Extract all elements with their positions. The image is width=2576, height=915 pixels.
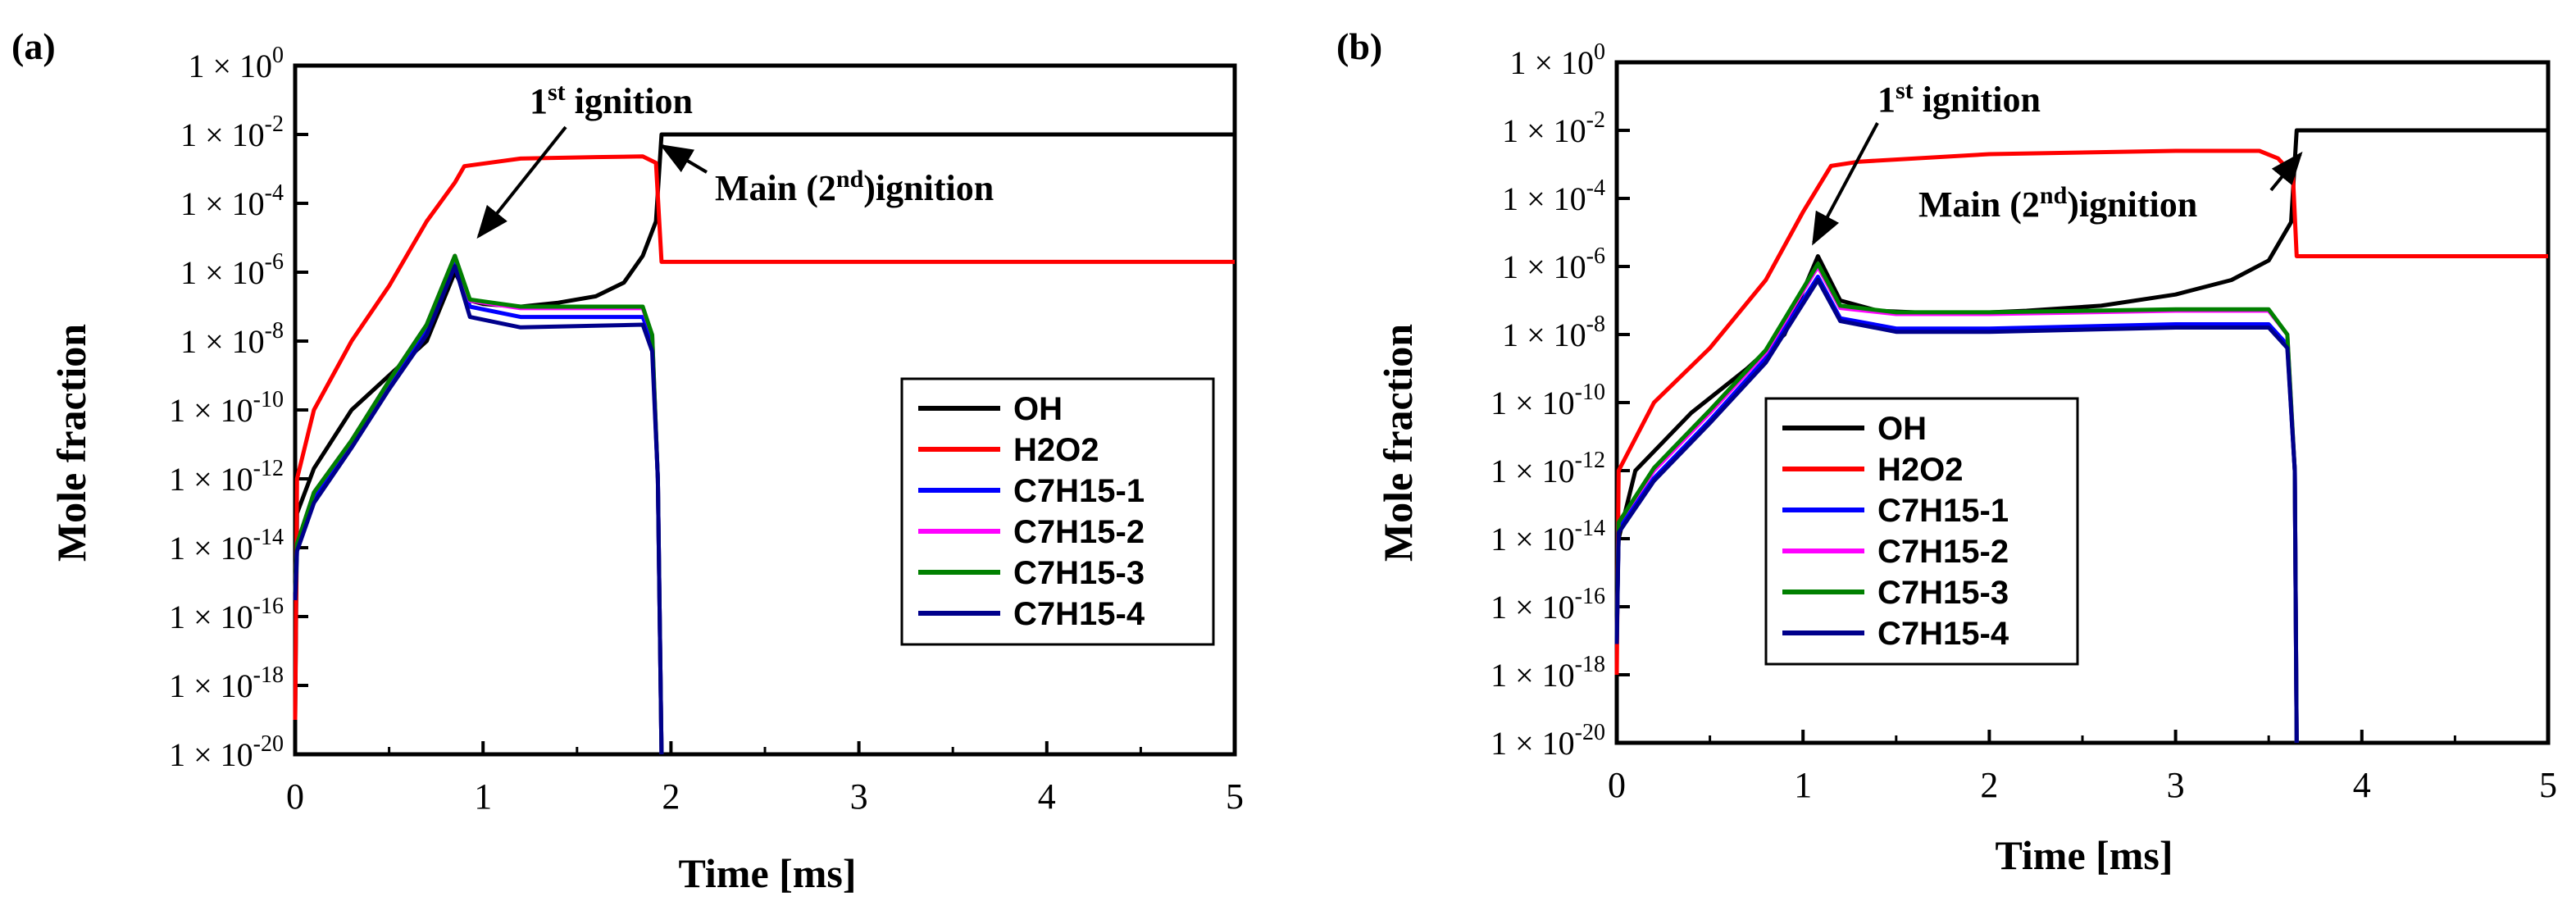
y-tick-label: 1 × 10-12 <box>1491 448 1605 489</box>
legend-label-c7h15-3: C7H15-3 <box>1877 575 2009 611</box>
y-tick-label: 1 × 10-12 <box>169 456 284 498</box>
legend-label-h2o2: H2O2 <box>1877 452 1964 488</box>
y-tick-label: 1 × 10-10 <box>1491 380 1605 421</box>
panel-b-first-ignition-annotation: 1st ignition <box>1877 77 2041 120</box>
panel-b: (b) Mole fraction Time [ms] 1 × 10-201 ×… <box>1336 25 2557 878</box>
legend-label-oh: OH <box>1013 391 1063 427</box>
y-tick-label: 1 × 10-8 <box>180 318 284 360</box>
panel-b-ylabel: Mole fraction <box>1375 324 1421 562</box>
x-tick-label: 2 <box>1980 765 1998 805</box>
panel-a-x-tick-labels: 0 1 2 3 4 5 <box>286 776 1244 817</box>
y-tick-label: 1 × 10-2 <box>180 112 284 153</box>
y-tick-label: 1 × 10-16 <box>169 594 284 635</box>
legend-label-c7h15-1: C7H15-1 <box>1013 473 1145 509</box>
legend-label-oh: OH <box>1877 411 1927 447</box>
panel-b-y-tick-labels: 1 × 10-20 1 × 10-18 1 × 10-16 1 × 10-14 1 × … <box>1491 39 1605 762</box>
y-tick-label: 1 × 10-6 <box>1502 244 1605 285</box>
panel-a-axes <box>293 63 1237 757</box>
y-tick-label: 1 × 10-10 <box>169 387 284 429</box>
legend-label-c7h15-4: C7H15-4 <box>1013 596 1145 632</box>
panel-b-series <box>1614 128 2548 744</box>
x-tick-label: 0 <box>1608 765 1626 805</box>
y-tick-label: 1 × 10-14 <box>169 525 284 567</box>
series-line-h2o2 <box>1614 148 2548 676</box>
y-tick-label: 1 × 10-2 <box>1502 107 1605 149</box>
x-tick-label: 0 <box>286 776 304 817</box>
panel-a-first-ignition-annotation: 1st ignition <box>530 79 693 121</box>
x-tick-label: 2 <box>662 776 680 817</box>
x-tick-label: 4 <box>1038 776 1056 817</box>
panel-b-x-tick-labels: 0 1 2 3 4 5 <box>1608 765 2557 805</box>
y-tick-label: 1 × 10-20 <box>1491 720 1605 762</box>
panel-a-series <box>293 132 1235 755</box>
legend-box <box>1764 397 2079 666</box>
panel-a-y-tick-labels: 1 × 10-20 1 × 10-18 1 × 10-16 1 × 10-14 1 × … <box>169 43 284 773</box>
y-tick-label: 1 × 10-14 <box>1491 516 1605 558</box>
legend-label-c7h15-4: C7H15-4 <box>1877 616 2009 652</box>
series-line-c7h15-3 <box>1614 262 2299 744</box>
plot-frame <box>1614 60 2551 745</box>
y-tick-label: 1 × 10-4 <box>1502 175 1605 217</box>
panel-b-main-ignition-annotation: Main (2nd)ignition <box>1918 182 2197 225</box>
y-tick-label: 1 × 10-20 <box>169 731 284 773</box>
panel-a-legend: OH H2O2 C7H15-1 C7H15-2 C7H15-3 C7H15-4 <box>900 377 1215 646</box>
x-tick-label: 5 <box>2539 765 2557 805</box>
panel-b-first-ignition-arrow <box>1812 122 1879 246</box>
x-tick-label: 5 <box>1226 776 1244 817</box>
panel-b-label: (b) <box>1336 25 1382 67</box>
legend-label-c7h15-2: C7H15-2 <box>1013 514 1145 550</box>
panel-a-xlabel: Time [ms] <box>678 850 856 896</box>
legend-label-c7h15-3: C7H15-3 <box>1013 555 1145 591</box>
x-tick-label: 3 <box>850 776 868 817</box>
legend-label-h2o2: H2O2 <box>1013 432 1099 468</box>
series-line-h2o2 <box>293 154 1235 721</box>
y-tick-label: 1 × 100 <box>188 43 284 84</box>
panel-b-axes <box>1614 60 2551 745</box>
panel-a-label: (a) <box>11 25 56 67</box>
panel-b-main-ignition-arrow <box>2269 151 2303 192</box>
x-tick-label: 1 <box>1794 765 1812 805</box>
x-tick-label: 3 <box>2167 765 2185 805</box>
y-tick-label: 1 × 10-4 <box>180 180 284 222</box>
panel-a-main-ignition-arrow <box>659 143 708 174</box>
panel-a: (a) Mole fraction Time [ms] 1 × 10-201 ×… <box>11 25 1244 896</box>
panel-b-legend: OH H2O2 C7H15-1 C7H15-2 C7H15-3 C7H15-4 <box>1764 397 2079 666</box>
series-line-c7h15-4 <box>293 264 664 755</box>
panel-b-xlabel: Time [ms] <box>1995 832 2173 878</box>
y-tick-label: 1 × 10-18 <box>169 662 284 704</box>
y-tick-label: 1 × 10-16 <box>1491 584 1605 626</box>
series-line-c7h15-1 <box>293 259 664 755</box>
legend-label-c7h15-2: C7H15-2 <box>1877 534 2009 570</box>
y-tick-label: 1 × 10-18 <box>1491 652 1605 694</box>
legend-label-c7h15-1: C7H15-1 <box>1877 493 2009 529</box>
y-tick-label: 1 × 10-6 <box>180 249 284 291</box>
y-tick-label: 1 × 10-8 <box>1502 312 1605 353</box>
legend-box <box>900 377 1215 646</box>
series-line-c7h15-3 <box>293 253 664 755</box>
panel-a-first-ignition-arrow <box>476 125 567 239</box>
x-tick-label: 1 <box>474 776 492 817</box>
y-tick-label: 1 × 100 <box>1509 39 1605 81</box>
series-line-c7h15-4 <box>1614 278 2299 744</box>
series-line-c7h15-2 <box>293 253 664 755</box>
panel-a-main-ignition-annotation: Main (2nd)ignition <box>715 166 994 208</box>
panel-a-ylabel: Mole fraction <box>48 324 94 562</box>
x-tick-label: 4 <box>2353 765 2371 805</box>
